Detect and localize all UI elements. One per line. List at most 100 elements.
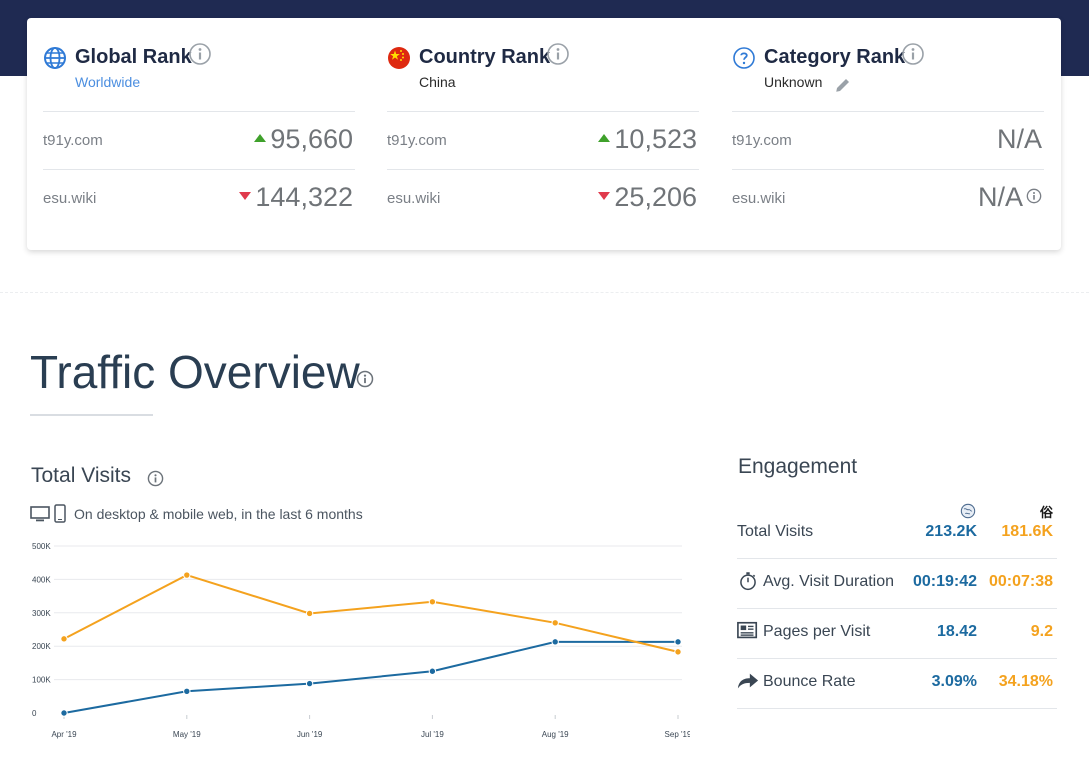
question-icon — [733, 47, 755, 69]
trend-down-icon — [239, 191, 252, 200]
engagement-value-1: 18.42 — [936, 623, 977, 640]
desktop-icon — [30, 506, 50, 522]
trend-down-icon — [598, 191, 611, 200]
country-rank-panel: Country Rank China t91y.com 10,523 esu.w… — [387, 18, 699, 250]
site-2-header: 俗 — [1040, 505, 1054, 520]
china-flag-icon — [388, 47, 410, 69]
rank-value: 10,523 — [598, 124, 697, 155]
data-point — [674, 648, 682, 656]
rank-row: esu.wiki N/A — [732, 169, 1044, 228]
x-tick-label: Sep '19 — [665, 730, 690, 739]
info-icon[interactable] — [188, 42, 212, 66]
rank-row: t91y.com N/A — [732, 111, 1044, 170]
edit-pencil-icon[interactable] — [834, 76, 852, 94]
rank-row: esu.wiki 25,206 — [387, 169, 699, 228]
engagement-value-2: 9.2 — [1030, 623, 1053, 640]
page-title: Traffic Overview — [30, 346, 360, 398]
total-visits-chart: 0 100K 200K 300K 400K 500K Apr '19 May '19 Jun '… — [32, 542, 690, 739]
engagement-label: Total Visits — [737, 523, 814, 540]
x-tick-label: Jun '19 — [297, 730, 323, 739]
total-visits-title: Total Visits — [31, 464, 131, 487]
data-point — [60, 635, 68, 643]
data-point — [183, 687, 191, 695]
trend-up-icon — [598, 133, 611, 142]
y-tick-label: 300K — [32, 609, 51, 618]
section-divider — [0, 292, 1089, 293]
data-point — [551, 638, 559, 646]
info-icon[interactable] — [356, 370, 374, 388]
y-tick-label: 200K — [32, 642, 51, 651]
engagement-row: Bounce Rate 3.09% 34.18% — [737, 658, 1057, 709]
site-label: esu.wiki — [43, 190, 97, 207]
y-tick-label: 400K — [32, 575, 51, 584]
country-rank-header: Country Rank China — [387, 42, 699, 92]
rank-value: N/A — [996, 124, 1042, 154]
data-point — [305, 609, 314, 618]
country-rank-title: Country Rank — [419, 46, 551, 68]
rank-card: Global Rank Worldwide t91y.com 95,660 es… — [27, 18, 1061, 250]
x-tick-label: Aug '19 — [542, 730, 569, 739]
engagement-row: Avg. Visit Duration 00:19:42 00:07:38 — [737, 558, 1057, 609]
category-rank-subtitle: Unknown — [764, 74, 823, 90]
series-line-2 — [63, 573, 679, 653]
rank-row: t91y.com 10,523 — [387, 111, 699, 170]
engagement-value-2: 34.18% — [998, 673, 1053, 690]
trend-up-icon — [254, 133, 267, 142]
country-rank-subtitle: China — [419, 74, 456, 90]
engagement-value-1: 213.2K — [925, 523, 977, 540]
data-point — [551, 619, 559, 627]
y-tick-label: 0 — [32, 709, 37, 718]
category-rank-header: Category Rank Unknown — [732, 42, 1044, 92]
site-label: t91y.com — [43, 132, 103, 149]
info-icon[interactable] — [147, 470, 164, 487]
engagement-row: Total Visits 213.2K 181.6K — [737, 508, 1057, 559]
data-point — [305, 679, 314, 688]
global-rank-title: Global Rank — [75, 46, 192, 68]
site-label: t91y.com — [387, 132, 447, 149]
category-rank-title: Category Rank — [764, 46, 906, 68]
data-point — [428, 667, 437, 675]
rank-value: 95,660 — [254, 124, 353, 155]
mobile-icon — [54, 504, 66, 523]
pages-icon — [737, 621, 758, 639]
y-tick-label: 500K — [32, 542, 51, 551]
data-point — [183, 571, 191, 579]
engagement-label: Avg. Visit Duration — [763, 573, 895, 590]
data-point — [60, 709, 68, 717]
x-tick-label: Jul '19 — [421, 730, 444, 739]
info-icon[interactable] — [1026, 188, 1042, 204]
site-label: t91y.com — [732, 132, 792, 149]
rank-value: 144,322 — [239, 182, 353, 213]
rank-value: N/A — [978, 182, 1042, 213]
series-line-1 — [63, 640, 678, 714]
engagement-value-1: 00:19:42 — [912, 573, 977, 590]
globe-icon — [44, 47, 66, 69]
site-label: esu.wiki — [732, 190, 786, 207]
engagement-value-2: 00:07:38 — [988, 573, 1053, 590]
x-tick-label: May '19 — [173, 730, 201, 739]
y-tick-label: 100K — [32, 676, 51, 685]
engagement-label: Bounce Rate — [763, 673, 856, 690]
category-rank-panel: Category Rank Unknown t91y.com N/A esu.w… — [732, 18, 1044, 250]
global-rank-header: Global Rank Worldwide — [43, 42, 355, 92]
rank-row: esu.wiki 144,322 — [43, 169, 355, 228]
engagement-value-1: 3.09% — [931, 673, 977, 690]
rank-row: t91y.com 95,660 — [43, 111, 355, 170]
x-tick-label: Apr '19 — [51, 730, 77, 739]
data-point — [428, 598, 437, 606]
globe-icon — [960, 503, 976, 519]
global-rank-panel: Global Rank Worldwide t91y.com 95,660 es… — [43, 18, 355, 250]
rank-value: 25,206 — [598, 182, 697, 213]
info-icon[interactable] — [546, 42, 570, 66]
engagement-label: Pages per Visit — [763, 623, 871, 640]
global-rank-subtitle[interactable]: Worldwide — [75, 74, 141, 90]
engagement-row: Pages per Visit 18.42 9.2 — [737, 608, 1057, 659]
title-underline — [30, 414, 153, 416]
bounce-arrow-icon — [737, 673, 759, 689]
stopwatch-icon — [740, 572, 756, 591]
site-label: esu.wiki — [387, 190, 441, 207]
engagement-title: Engagement — [738, 455, 858, 478]
engagement-value-2: 181.6K — [1001, 523, 1053, 540]
info-icon[interactable] — [901, 42, 925, 66]
data-point — [674, 638, 682, 646]
